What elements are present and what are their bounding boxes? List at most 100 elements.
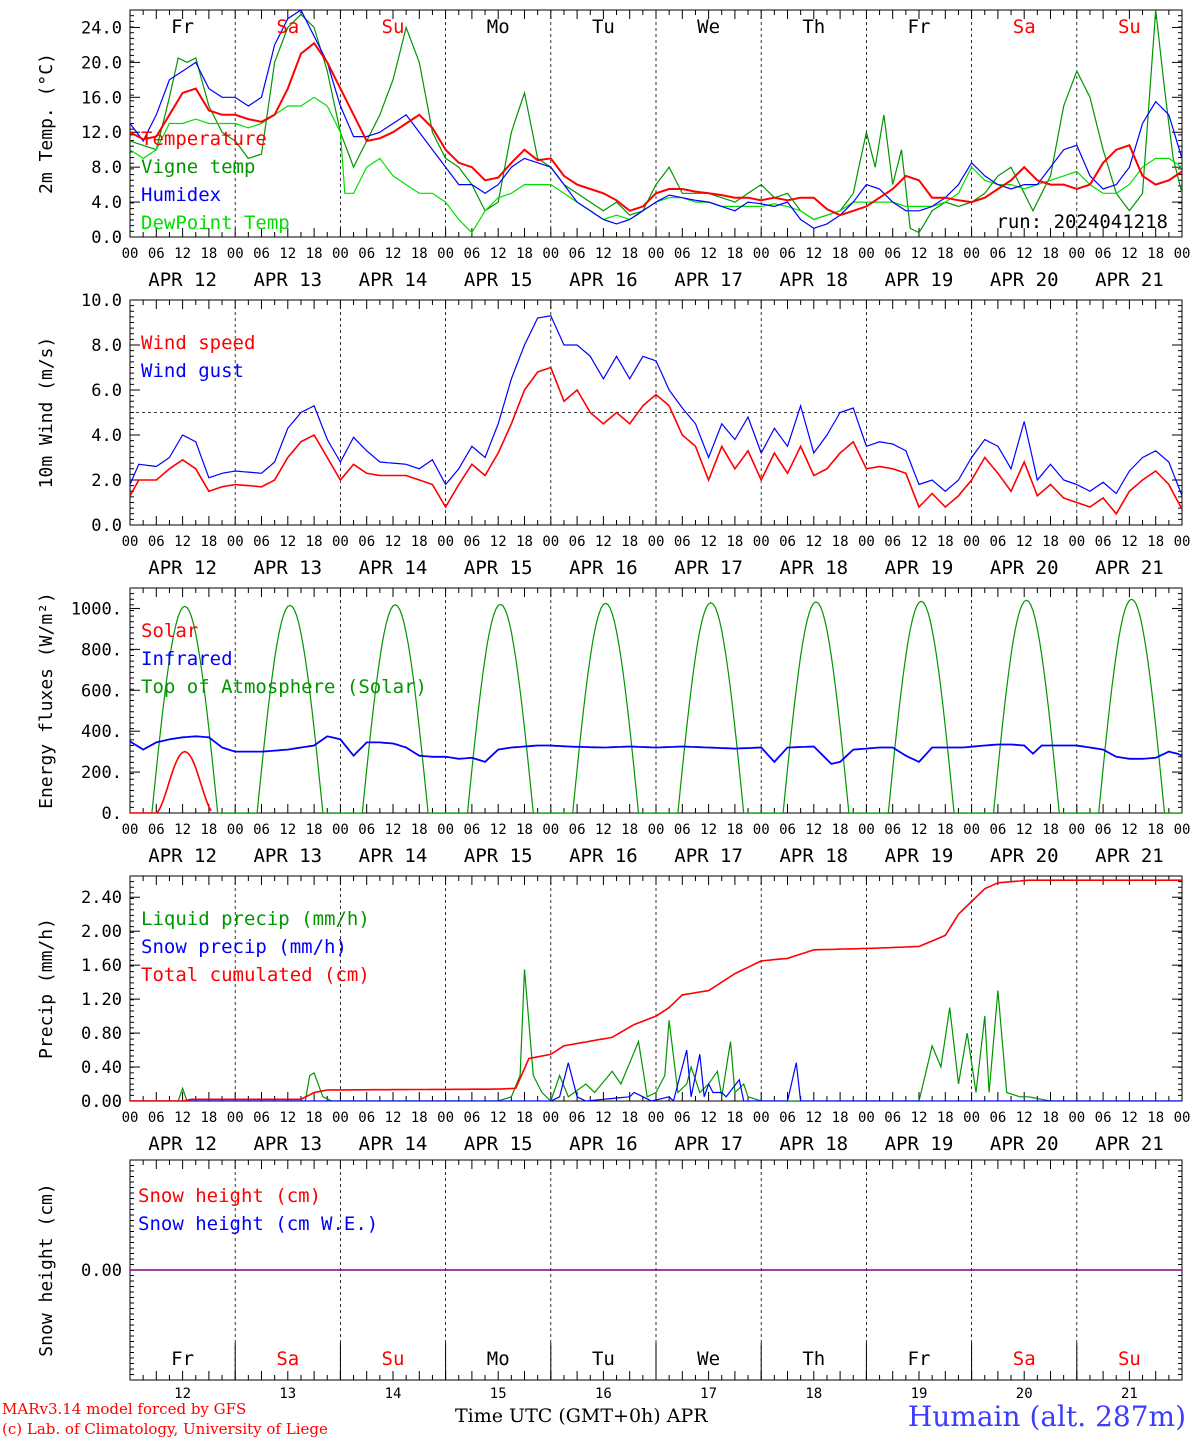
hour-label: 06: [569, 822, 586, 838]
hour-label: 00: [227, 246, 244, 262]
hour-label: 06: [463, 822, 480, 838]
date-label: APR 18: [779, 269, 848, 291]
snow-precip-line: [130, 1049, 1182, 1101]
hour-label: 18: [516, 1110, 533, 1126]
hour-label: 00: [1068, 822, 1085, 838]
hour-label: 18: [306, 822, 323, 838]
hour-label: 06: [989, 534, 1006, 550]
hour-label: 12: [595, 1110, 612, 1126]
hour-label: 00: [963, 1110, 980, 1126]
hour-label: 12: [1016, 822, 1033, 838]
hour-label: 00: [753, 534, 770, 550]
hour-label: 06: [989, 246, 1006, 262]
date-label: APR 15: [464, 845, 533, 867]
hour-label: 00: [227, 534, 244, 550]
hour-label: 12: [174, 534, 191, 550]
hour-label: 06: [148, 534, 165, 550]
date-label: APR 16: [569, 557, 638, 579]
hour-label: 12: [1016, 534, 1033, 550]
day-number-label: 16: [595, 1386, 612, 1402]
hour-label: 00: [648, 1110, 665, 1126]
humidex-line: [130, 10, 1182, 229]
hour-label: 12: [911, 534, 928, 550]
hour-label: 06: [148, 1110, 165, 1126]
hour-label: 12: [490, 822, 507, 838]
hour-label: 18: [1042, 534, 1059, 550]
hour-label: 00: [753, 1110, 770, 1126]
date-label: APR 20: [990, 1133, 1059, 1155]
hour-label: 00: [963, 822, 980, 838]
weekday-label: Su: [382, 16, 405, 38]
legend-entry: Total cumulated (cm): [141, 964, 370, 986]
hour-label: 06: [463, 246, 480, 262]
hour-label: 18: [937, 822, 954, 838]
legend-entry: Snow height (cm W.E.): [138, 1213, 378, 1235]
hour-label: 00: [122, 246, 139, 262]
hour-label: 06: [1095, 534, 1112, 550]
hour-label: 18: [200, 246, 217, 262]
hour-label: 00: [542, 822, 559, 838]
y-tick-label: 0.80: [81, 1024, 122, 1044]
hour-label: 12: [385, 246, 402, 262]
hour-label: 12: [911, 822, 928, 838]
legend-entry: Snow precip (mm/h): [141, 936, 347, 958]
date-label: APR 12: [148, 1133, 217, 1155]
hour-label: 18: [832, 534, 849, 550]
date-label: APR 19: [885, 1133, 954, 1155]
weekday-label: Tu: [592, 1348, 615, 1370]
hour-label: 00: [1174, 822, 1191, 838]
hour-label: 00: [332, 246, 349, 262]
y-tick-label: 4.0: [91, 193, 122, 213]
hour-label: 12: [1121, 246, 1138, 262]
date-label: APR 13: [253, 269, 322, 291]
wind-speed-line: [130, 366, 1182, 516]
hour-label: 18: [832, 1110, 849, 1126]
y-tick-label: 24.0: [81, 18, 122, 38]
hour-label: 18: [937, 534, 954, 550]
hour-label: 18: [516, 246, 533, 262]
hour-label: 18: [411, 1110, 428, 1126]
hour-label: 12: [595, 534, 612, 550]
hour-label: 00: [1068, 1110, 1085, 1126]
y-axis-label: Energy fluxes (W/m²): [36, 592, 57, 809]
hour-label: 12: [279, 822, 296, 838]
y-tick-label: 0.: [102, 804, 122, 824]
date-label: APR 21: [1095, 269, 1164, 291]
date-label: APR 19: [885, 269, 954, 291]
hour-label: 12: [1016, 246, 1033, 262]
y-tick-label: 2.00: [81, 922, 122, 942]
hour-label: 00: [1174, 534, 1191, 550]
hour-label: 12: [174, 246, 191, 262]
date-label: APR 20: [990, 845, 1059, 867]
hour-label: 06: [779, 822, 796, 838]
date-label: APR 18: [779, 1133, 848, 1155]
hour-label: 00: [122, 1110, 139, 1126]
y-tick-label: 0.00: [81, 1261, 122, 1281]
day-number-label: 18: [805, 1386, 822, 1402]
panel-frame: [129, 587, 1183, 814]
wind-gust-line: [130, 315, 1182, 497]
weekday-label: Fr: [171, 16, 194, 38]
day-number-label: 21: [1121, 1386, 1138, 1402]
hour-label: 18: [726, 822, 743, 838]
y-axis-label: Snow height (cm): [36, 1183, 57, 1356]
hour-label: 18: [1147, 1110, 1164, 1126]
y-tick-label: 400.: [81, 722, 122, 742]
hour-label: 06: [884, 246, 901, 262]
date-label: APR 15: [464, 1133, 533, 1155]
hour-label: 12: [490, 534, 507, 550]
weekday-label: Tu: [592, 16, 615, 38]
weekday-label: Fr: [908, 1348, 931, 1370]
solar-line: [130, 750, 212, 813]
hour-label: 12: [279, 246, 296, 262]
hour-label: 00: [753, 246, 770, 262]
hour-label: 00: [858, 246, 875, 262]
hour-label: 00: [963, 534, 980, 550]
hour-label: 18: [516, 822, 533, 838]
date-label: APR 16: [569, 1133, 638, 1155]
hour-label: 06: [358, 822, 375, 838]
hour-label: 12: [385, 822, 402, 838]
weekday-label: Th: [802, 16, 825, 38]
hour-label: 12: [385, 534, 402, 550]
weekday-label: Sa: [276, 1348, 299, 1370]
